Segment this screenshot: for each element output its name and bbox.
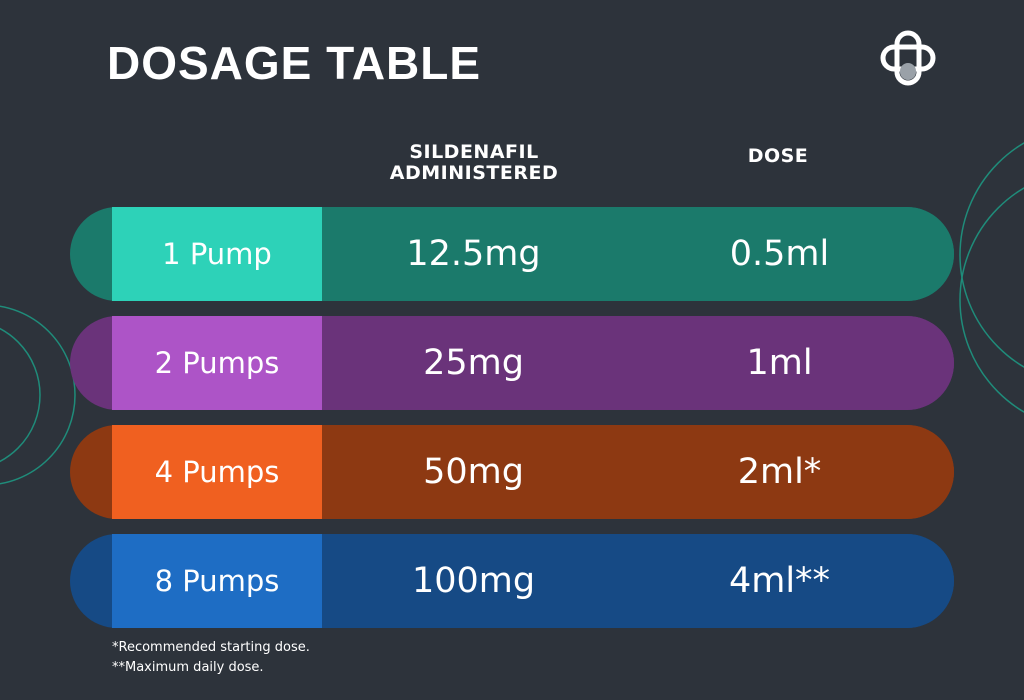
left-circle-large [0,305,76,485]
table-row: 4 Pumps 50mg 2ml* [70,425,954,519]
table-row: 8 Pumps 100mg 4ml** [70,534,954,628]
row-amount: 50mg [327,425,620,519]
row-pump-label: 1 Pump [112,207,322,301]
row-dose: 0.5ml [625,207,954,301]
right-circle-large [959,142,1024,368]
column-header-dose: DOSE [747,145,809,167]
column-header-sildenafil: SILDENAFIL ADMINISTERED [327,142,621,184]
footnote-maximum: **Maximum daily dose. [112,660,264,675]
right-circle-small [959,187,1024,413]
table-row: 2 Pumps 25mg 1ml [70,316,954,410]
row-pump-label: 2 Pumps [112,316,322,410]
row-dose: 4ml** [625,534,954,628]
cross-pill-logo-icon [880,30,936,86]
left-circle-small [0,327,41,463]
row-pump-label: 4 Pumps [112,425,322,519]
row-amount: 25mg [327,316,620,410]
row-dose: 1ml [625,316,954,410]
row-amount: 100mg [327,534,620,628]
table-row: 1 Pump 12.5mg 0.5ml [70,207,954,301]
column-header-line: SILDENAFIL [409,141,539,163]
row-pump-label: 8 Pumps [112,534,322,628]
page-title: DOSAGE TABLE [107,37,482,89]
row-dose: 2ml* [625,425,954,519]
row-amount: 12.5mg [327,207,620,301]
footnote-recommended: *Recommended starting dose. [112,640,310,655]
column-header-line: ADMINISTERED [389,162,559,184]
